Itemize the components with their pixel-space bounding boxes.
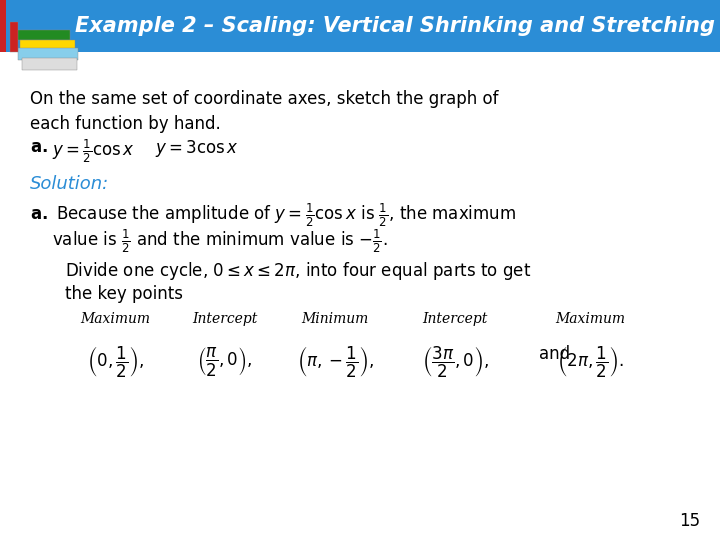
Text: $\left(\dfrac{3\pi}{2},0\right),$: $\left(\dfrac{3\pi}{2},0\right),$ bbox=[421, 345, 488, 380]
Text: $\mathbf{a.}$: $\mathbf{a.}$ bbox=[30, 138, 48, 156]
Text: $\mathbf{a.}$ Because the amplitude of $y = \frac{1}{2}\cos x$ is $\frac{1}{2}$,: $\mathbf{a.}$ Because the amplitude of $… bbox=[30, 202, 516, 230]
Text: the key points: the key points bbox=[65, 285, 183, 303]
Text: On the same set of coordinate axes, sketch the graph of: On the same set of coordinate axes, sket… bbox=[30, 90, 498, 108]
Text: $\left(\dfrac{\pi}{2},0\right),$: $\left(\dfrac{\pi}{2},0\right),$ bbox=[197, 345, 253, 378]
Text: $\left(\pi,-\dfrac{1}{2}\right),$: $\left(\pi,-\dfrac{1}{2}\right),$ bbox=[297, 345, 374, 380]
Text: each function by hand.: each function by hand. bbox=[30, 115, 221, 133]
Text: $y = 3\cos x$: $y = 3\cos x$ bbox=[155, 138, 239, 159]
Text: $y = \frac{1}{2}\cos x$: $y = \frac{1}{2}\cos x$ bbox=[52, 138, 135, 165]
Bar bbox=[15, 30, 70, 40]
Bar bbox=[22, 58, 77, 70]
Text: Example 2 – Scaling: Vertical Shrinking and Stretching: Example 2 – Scaling: Vertical Shrinking … bbox=[75, 16, 715, 36]
Text: value is $\frac{1}{2}$ and the minimum value is $-\frac{1}{2}.$: value is $\frac{1}{2}$ and the minimum v… bbox=[52, 228, 387, 255]
Bar bbox=[18, 48, 78, 60]
Bar bbox=[0, 0, 6, 52]
Text: 15: 15 bbox=[679, 512, 700, 530]
Text: Solution:: Solution: bbox=[30, 175, 109, 193]
Text: Maximum: Maximum bbox=[80, 312, 150, 326]
Text: $\left(2\pi,\dfrac{1}{2}\right).$: $\left(2\pi,\dfrac{1}{2}\right).$ bbox=[557, 345, 624, 380]
Text: $\left(0,\dfrac{1}{2}\right),$: $\left(0,\dfrac{1}{2}\right),$ bbox=[86, 345, 143, 380]
Text: Minimum: Minimum bbox=[302, 312, 369, 326]
Bar bbox=[0, 0, 720, 52]
Text: Intercept: Intercept bbox=[192, 312, 258, 326]
Text: and: and bbox=[539, 345, 570, 363]
Text: Divide one cycle, $0 \leq x \leq 2\pi$, into four equal parts to get: Divide one cycle, $0 \leq x \leq 2\pi$, … bbox=[65, 260, 531, 282]
Bar bbox=[20, 40, 75, 50]
Text: Intercept: Intercept bbox=[423, 312, 487, 326]
Text: Maximum: Maximum bbox=[555, 312, 625, 326]
Bar bbox=[10, 22, 18, 52]
